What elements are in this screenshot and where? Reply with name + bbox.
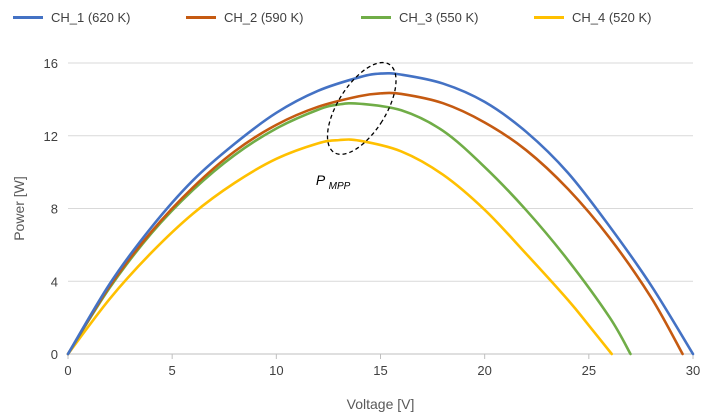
legend-label-ch1: CH_1 (620 K) xyxy=(51,10,131,25)
mpp-label-sub: MPP xyxy=(329,181,351,192)
y-tick-label: 4 xyxy=(51,274,58,289)
legend-item-ch2: CH_2 (590 K) xyxy=(186,10,303,25)
y-axis-title: Power [W] xyxy=(11,176,27,241)
series-line-ch2 xyxy=(66,91,684,356)
series-layer xyxy=(66,71,695,356)
mpp-ellipse xyxy=(326,61,397,156)
x-tick-label: 5 xyxy=(169,363,176,378)
x-axis-title: Voltage [V] xyxy=(347,396,415,412)
legend-swatch-ch4 xyxy=(534,16,564,19)
legend-item-ch4: CH_4 (520 K) xyxy=(534,10,651,25)
y-tick-label: 8 xyxy=(51,202,58,217)
mpp-label-main: P xyxy=(316,172,326,188)
x-tick-label: 20 xyxy=(477,363,491,378)
y-tick-label: 16 xyxy=(44,56,58,71)
legend-swatch-ch3 xyxy=(361,16,391,19)
x-tick-label: 0 xyxy=(64,363,71,378)
legend-swatch-ch1 xyxy=(13,16,43,19)
x-tick-label: 25 xyxy=(582,363,596,378)
axes: 0 4 8 12 16 0 5 10 15 20 25 30 xyxy=(44,56,701,378)
gridlines xyxy=(68,62,693,282)
legend-label-ch3: CH_3 (550 K) xyxy=(399,10,479,25)
x-tick-label: 15 xyxy=(373,363,387,378)
y-tick-label: 12 xyxy=(44,129,58,144)
y-tick-label: 0 xyxy=(51,347,58,362)
annotation-layer: P MPP xyxy=(316,61,397,192)
legend-label-ch4: CH_4 (520 K) xyxy=(572,10,652,25)
legend-swatch-ch2 xyxy=(186,16,216,19)
legend-item-ch1: CH_1 (620 K) xyxy=(13,10,130,25)
legend-item-ch3: CH_3 (550 K) xyxy=(361,10,478,25)
x-tick-label: 30 xyxy=(686,363,700,378)
x-tick-label: 10 xyxy=(269,363,283,378)
mpp-label: P MPP xyxy=(316,172,351,192)
chart-legend: CH_1 (620 K) CH_2 (590 K) CH_3 (550 K) C… xyxy=(0,10,709,34)
series-line-ch4 xyxy=(66,138,614,356)
series-line-ch1 xyxy=(66,71,695,356)
legend-label-ch2: CH_2 (590 K) xyxy=(224,10,304,25)
